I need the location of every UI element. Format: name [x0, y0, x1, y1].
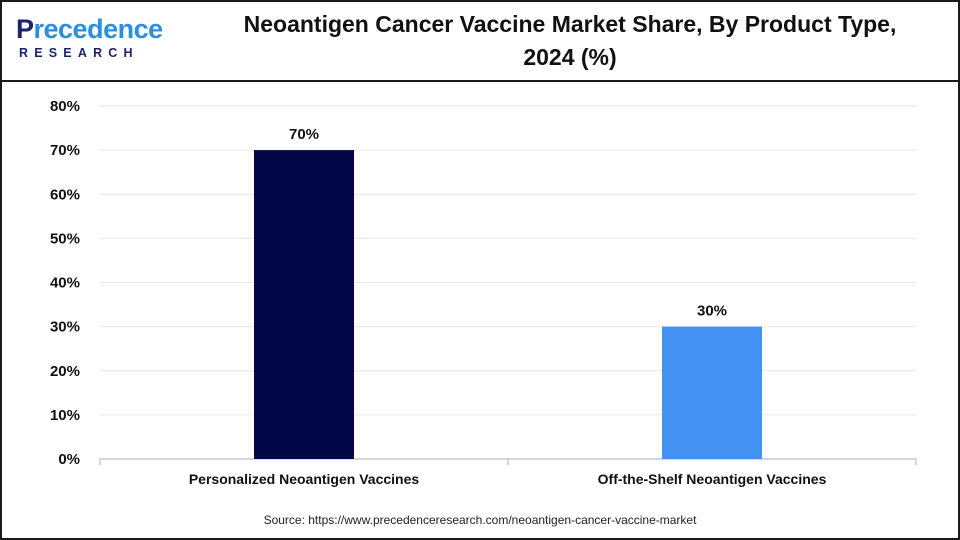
y-tick-label: 10%	[50, 407, 80, 424]
logo-word: recedence	[33, 14, 164, 44]
source-note: Source: https://www.precedenceresearch.c…	[263, 513, 697, 527]
y-tick-label: 0%	[58, 451, 80, 468]
brand-logo: Precedence RESEARCH	[16, 14, 166, 64]
x-tick-label: Off-the-Shelf Neoantigen Vaccines	[598, 471, 827, 487]
bar-chart: 0% 10% 20% 30% 40% 50% 60% 70% 80% 70% Personalize…	[50, 98, 917, 487]
y-tick-label: 30%	[50, 319, 80, 336]
x-tick-label: Personalized Neoantigen Vaccines	[189, 471, 420, 487]
logo-wordmark: Precedence	[16, 14, 163, 45]
bar	[662, 326, 762, 459]
y-tick-label: 50%	[50, 230, 80, 247]
header: Precedence RESEARCH Neoantigen Cancer Va…	[0, 0, 960, 82]
y-tick-label: 70%	[50, 142, 80, 159]
y-tick-label: 80%	[50, 98, 80, 115]
y-tick-label: 40%	[50, 275, 80, 292]
y-tick-label: 20%	[50, 363, 80, 380]
logo-subtitle: RESEARCH	[19, 46, 139, 60]
bar	[254, 150, 354, 459]
chart-title-line-2: 2024 (%)	[523, 44, 617, 70]
chart-title: Neoantigen Cancer Vaccine Market Share, …	[200, 8, 940, 74]
data-label: 70%	[289, 126, 319, 143]
y-tick-label: 60%	[50, 186, 80, 203]
chart-title-line-1: Neoantigen Cancer Vaccine Market Share, …	[243, 11, 897, 37]
logo-initial: P	[16, 14, 34, 44]
data-label: 30%	[697, 303, 727, 320]
